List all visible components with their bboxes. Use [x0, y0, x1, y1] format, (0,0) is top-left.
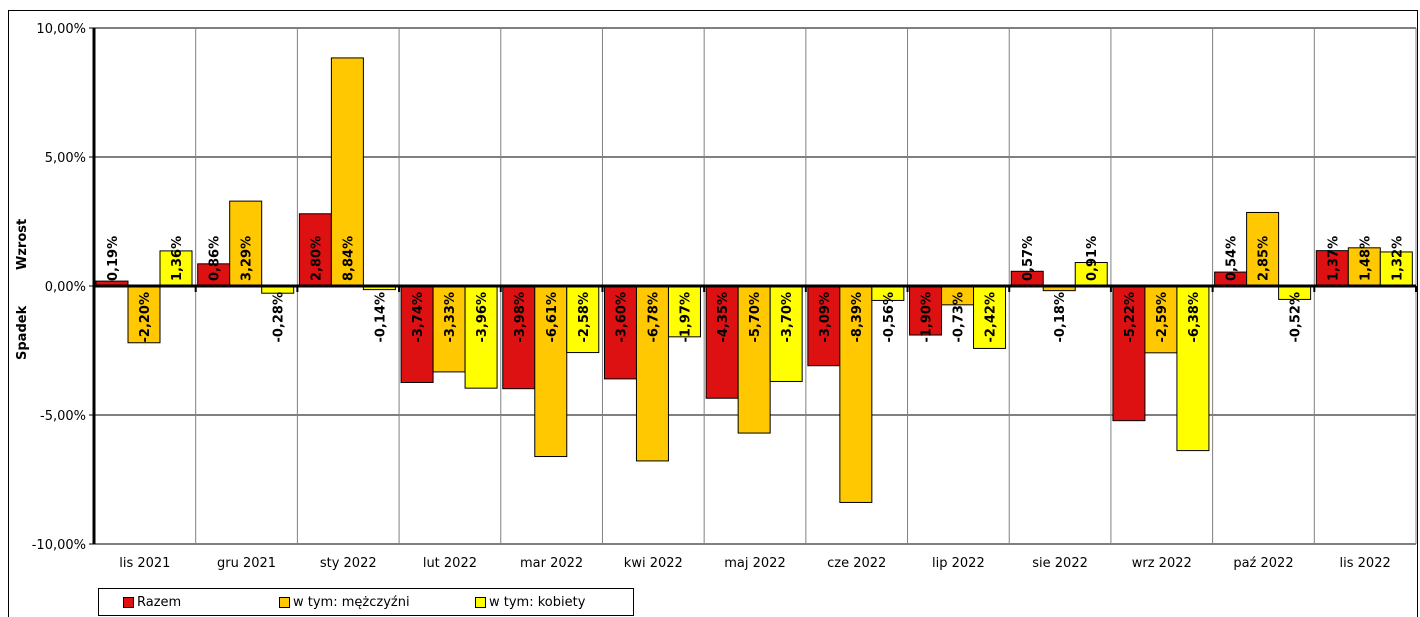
x-tick-label: lip 2022: [932, 556, 985, 571]
data-label: -0,14%: [373, 292, 388, 343]
data-label: -3,09%: [818, 292, 833, 343]
data-label: -5,22%: [1123, 292, 1138, 343]
data-label: 0,19%: [106, 236, 121, 281]
y-tick-label: 10,00%: [36, 22, 86, 37]
x-tick-label: wrz 2022: [1132, 556, 1192, 571]
x-tick-label: lis 2022: [1340, 556, 1391, 571]
data-label: -6,61%: [545, 292, 560, 343]
data-label: -2,20%: [138, 292, 153, 343]
y-tick-label: -5,00%: [40, 409, 86, 424]
data-label: 0,54%: [1225, 236, 1240, 281]
data-label: 1,37%: [1326, 236, 1341, 281]
bar: [432, 285, 466, 373]
x-tick-label: gru 2021: [217, 556, 276, 571]
y-axis-title-negative: Spadek: [15, 305, 30, 360]
bar-chart: 10,00% 5,00% 0,00% -5,00% -10,00% 0,19% -2,20%…: [15, 22, 1417, 571]
data-label: -2,42%: [984, 292, 999, 343]
bar: [973, 285, 1007, 349]
data-label: 1,48%: [1358, 236, 1373, 281]
data-label: -4,35%: [716, 292, 731, 343]
data-label: -3,98%: [513, 292, 528, 343]
data-label: 1,32%: [1390, 236, 1405, 281]
bar: [127, 285, 161, 344]
bar: [1246, 211, 1280, 287]
bar: [705, 285, 739, 399]
x-tick-label: lut 2022: [423, 556, 477, 571]
x-tick-label: mar 2022: [520, 556, 583, 571]
data-label: -0,28%: [272, 292, 287, 343]
data-label: -3,74%: [411, 292, 426, 343]
bar: [769, 285, 803, 382]
chart-frame: [8, 10, 1418, 617]
data-label: -3,60%: [614, 292, 629, 343]
x-tick-label: kwi 2022: [624, 556, 683, 571]
bar: [1144, 285, 1178, 354]
legend-item-razem: Razem: [123, 595, 181, 610]
data-label: -1,90%: [920, 292, 935, 343]
bar: [159, 250, 193, 287]
data-label: -6,38%: [1187, 292, 1202, 343]
bar: [635, 285, 669, 462]
y-axis-title-positive: Wzrost: [15, 219, 30, 270]
bar: [839, 285, 873, 503]
data-label: -6,78%: [646, 292, 661, 343]
data-label: -3,96%: [475, 292, 490, 343]
legend-label-razem: Razem: [137, 595, 182, 610]
data-label: -1,97%: [678, 292, 693, 343]
legend-item-mezczyzni: w tym: mężczyźni: [279, 595, 410, 610]
legend-swatch-razem: [123, 597, 134, 608]
data-label: -0,52%: [1289, 292, 1304, 343]
x-tick-label: sie 2022: [1032, 556, 1088, 571]
data-label: 8,84%: [341, 236, 356, 281]
data-label: -8,39%: [850, 292, 865, 343]
bar: [330, 57, 364, 287]
x-tick-label: cze 2022: [827, 556, 886, 571]
bar: [229, 200, 263, 287]
data-label: 1,36%: [170, 236, 185, 281]
legend-label-mezczyzni: w tym: mężczyźni: [293, 595, 410, 610]
data-label: 0,91%: [1085, 236, 1100, 281]
y-tick-label: 5,00%: [45, 151, 86, 166]
data-label: -2,58%: [577, 292, 592, 343]
data-label: -2,59%: [1155, 292, 1170, 343]
legend-item-kobiety: w tym: kobiety: [475, 595, 585, 610]
bar: [1315, 250, 1349, 287]
data-label: 3,29%: [240, 236, 255, 281]
data-label: -0,56%: [882, 292, 897, 343]
legend: Razem w tym: mężczyźni w tym: kobiety: [98, 588, 634, 616]
x-tick-label: lis 2021: [119, 556, 170, 571]
data-label: -5,70%: [748, 292, 763, 343]
legend-swatch-mezczyzni: [279, 597, 290, 608]
bar: [909, 285, 943, 336]
y-tick-label: 0,00%: [45, 280, 86, 295]
data-label: 0,57%: [1021, 236, 1036, 281]
x-tick-label: paź 2022: [1233, 556, 1293, 571]
data-label: -0,18%: [1053, 292, 1068, 343]
legend-swatch-kobiety: [475, 597, 486, 608]
legend-label-kobiety: w tym: kobiety: [489, 595, 586, 610]
data-label: -0,73%: [952, 292, 967, 343]
data-label: 0,86%: [208, 236, 223, 281]
x-tick-label: sty 2022: [320, 556, 377, 571]
data-label: -3,70%: [780, 292, 795, 343]
bar: [464, 285, 498, 389]
y-tick-label: -10,00%: [32, 538, 86, 553]
x-tick-label: maj 2022: [724, 556, 785, 571]
data-label: -3,33%: [443, 292, 458, 343]
data-label: 2,80%: [309, 236, 324, 281]
bar: [534, 285, 568, 458]
data-label: 2,85%: [1257, 236, 1272, 281]
bar: [1176, 285, 1210, 452]
